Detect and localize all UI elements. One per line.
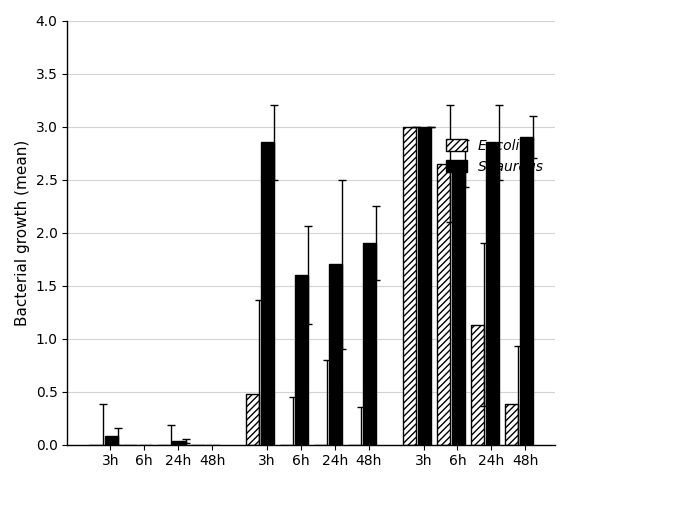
Bar [173,441,185,445]
Bar [437,164,450,445]
Bar [520,137,533,445]
Bar [418,127,431,445]
Bar [329,264,343,445]
Bar [295,275,309,445]
Bar [452,164,465,445]
Bar [261,142,274,445]
Bar [504,404,518,445]
Bar [246,394,259,445]
Legend: E. coli, S. aureus: E. coli, S. aureus [440,133,548,179]
Bar [104,436,118,445]
Y-axis label: Bacterial growth (mean): Bacterial growth (mean) [15,140,30,326]
Bar [471,325,484,445]
Bar [403,127,416,445]
Bar [486,142,499,445]
Bar [363,243,376,445]
